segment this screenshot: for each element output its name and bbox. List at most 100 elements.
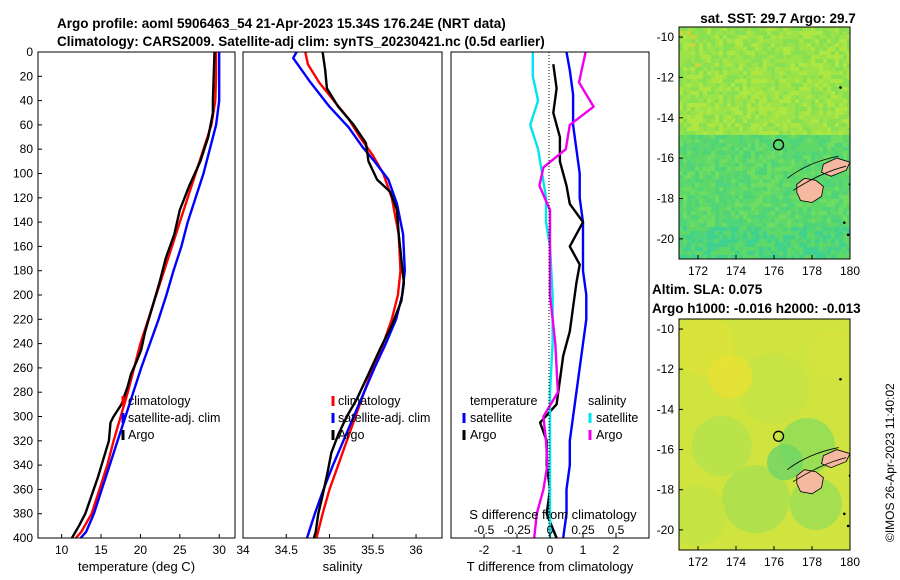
sst-cell <box>755 255 759 259</box>
sst-cell <box>831 243 835 247</box>
sst-cell <box>719 199 723 203</box>
sst-cell <box>687 255 691 259</box>
sst-cell <box>743 227 747 231</box>
sst-cell <box>751 251 755 255</box>
sst-cell <box>827 103 831 107</box>
sst-cell <box>831 139 835 143</box>
sst-cell <box>695 123 699 127</box>
sst-cell <box>775 87 779 91</box>
sst-cell <box>691 131 695 135</box>
sst-cell <box>827 187 831 191</box>
sst-cell <box>679 179 683 183</box>
sst-cell <box>711 115 715 119</box>
sst-cell <box>719 83 723 87</box>
sst-cell <box>703 207 707 211</box>
sst-cell <box>751 107 755 111</box>
sst-cell <box>815 91 819 95</box>
sst-cell <box>679 127 683 131</box>
sst-cell <box>843 187 847 191</box>
sst-cell <box>831 123 835 127</box>
sst-cell <box>679 87 683 91</box>
sst-cell <box>839 43 843 47</box>
sst-cell <box>759 235 763 239</box>
sst-cell <box>835 135 839 139</box>
sst-cell <box>775 67 779 71</box>
sst-cell <box>683 31 687 35</box>
sst-cell <box>755 99 759 103</box>
sst-cell <box>759 207 763 211</box>
sst-cell <box>807 255 811 259</box>
sst-cell <box>759 87 763 91</box>
sst-cell <box>767 71 771 75</box>
sst-cell <box>743 107 747 111</box>
sst-cell <box>791 191 795 195</box>
sst-cell <box>847 39 850 43</box>
sst-cell <box>779 143 783 147</box>
sst-cell <box>695 143 699 147</box>
sst-cell <box>691 91 695 95</box>
sst-cell <box>779 55 783 59</box>
sst-cell <box>687 43 691 47</box>
sst-cell <box>775 91 779 95</box>
sst-cell <box>791 171 795 175</box>
sst-cell <box>747 251 751 255</box>
sst-cell <box>699 167 703 171</box>
sst-cell <box>807 139 811 143</box>
x-tick-label: 178 <box>802 555 822 569</box>
sst-cell <box>679 167 683 171</box>
sst-cell <box>787 135 791 139</box>
sst-cell <box>699 119 703 123</box>
sst-cell <box>803 55 807 59</box>
sst-cell <box>695 95 699 99</box>
sst-cell <box>847 187 850 191</box>
sst-cell <box>695 115 699 119</box>
sst-cell <box>803 107 807 111</box>
sst-cell <box>683 123 687 127</box>
sst-cell <box>683 35 687 39</box>
sst-cell <box>751 215 755 219</box>
sst-cell <box>771 39 775 43</box>
sst-cell <box>815 71 819 75</box>
sst-cell <box>775 79 779 83</box>
sst-cell <box>739 115 743 119</box>
sst-cell <box>795 219 799 223</box>
sst-cell <box>707 31 711 35</box>
sst-cell <box>767 171 771 175</box>
sst-cell <box>727 111 731 115</box>
sst-cell <box>811 155 815 159</box>
sst-cell <box>731 203 735 207</box>
sst-cell <box>743 87 747 91</box>
sst-cell <box>831 219 835 223</box>
sst-cell <box>711 203 715 207</box>
sst-cell <box>815 155 819 159</box>
sst-cell <box>727 151 731 155</box>
sst-cell <box>839 199 843 203</box>
sst-cell <box>847 155 850 159</box>
sst-cell <box>691 103 695 107</box>
sst-cell <box>691 139 695 143</box>
sst-cell <box>759 139 763 143</box>
sst-cell <box>691 163 695 167</box>
sst-cell <box>799 123 803 127</box>
sst-cell <box>719 247 723 251</box>
sst-cell <box>759 155 763 159</box>
sst-cell <box>795 163 799 167</box>
sst-cell <box>687 191 691 195</box>
sst-cell <box>731 251 735 255</box>
sst-cell <box>783 251 787 255</box>
sst-cell <box>707 207 711 211</box>
sst-cell <box>771 91 775 95</box>
sst-cell <box>843 95 847 99</box>
sst-cell <box>739 223 743 227</box>
sst-cell <box>711 111 715 115</box>
sst-cell <box>783 59 787 63</box>
sst-cell <box>803 47 807 51</box>
sst-cell <box>707 87 711 91</box>
sst-cell <box>699 111 703 115</box>
sst-cell <box>711 43 715 47</box>
sst-cell <box>831 43 835 47</box>
sst-cell <box>759 227 763 231</box>
sst-cell <box>803 171 807 175</box>
sst-cell <box>791 235 795 239</box>
sst-cell <box>735 87 739 91</box>
